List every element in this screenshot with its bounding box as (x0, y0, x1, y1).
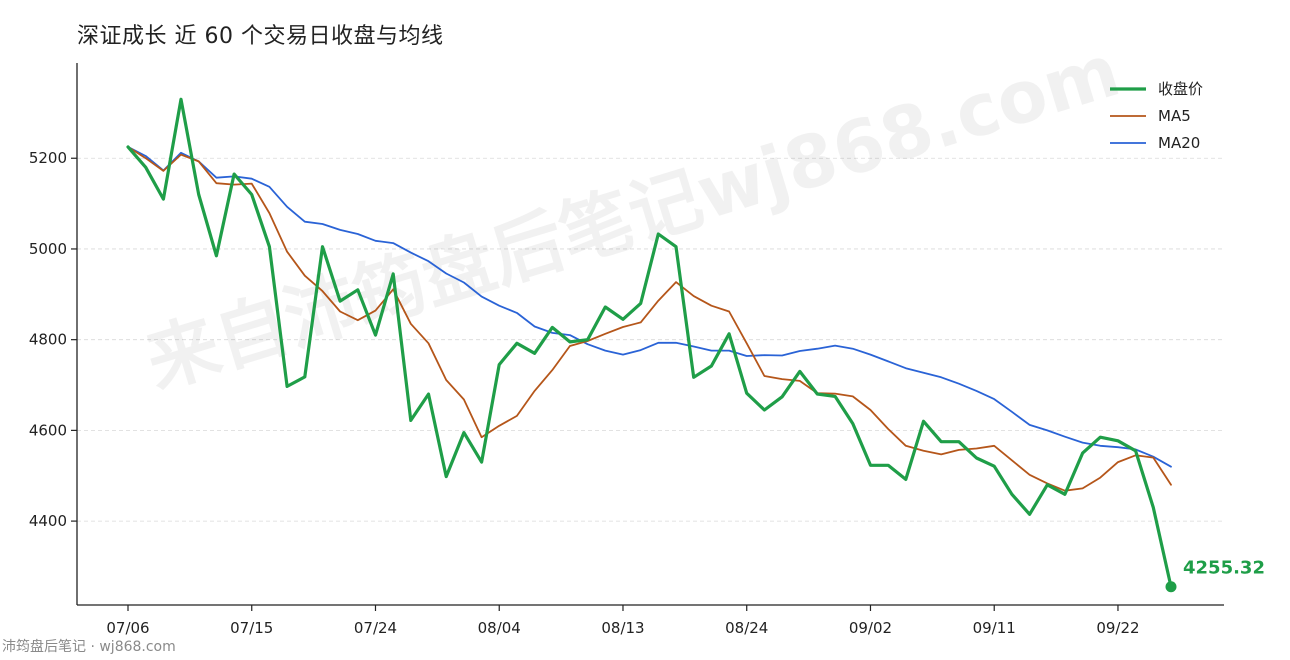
y-tick-label: 5200 (29, 149, 67, 167)
x-tick-label: 08/24 (725, 619, 768, 637)
series-lines (126, 97, 1173, 589)
x-tick-label: 07/06 (106, 619, 149, 637)
x-tick-label: 07/15 (230, 619, 273, 637)
legend-label: MA20 (1158, 134, 1200, 152)
legend-label: MA5 (1158, 107, 1191, 125)
series-line-ma5 (127, 145, 1172, 492)
x-tick-label: 09/11 (973, 619, 1016, 637)
chart-title: 深证成长 近 60 个交易日收盘与均线 (77, 24, 444, 49)
x-tick-label: 08/04 (478, 619, 521, 637)
footer-credit: 沛筠盘后笔记 · wj868.com (2, 639, 176, 655)
x-tick-label: 08/13 (601, 619, 644, 637)
legend-label: 收盘价 (1158, 80, 1203, 98)
legend: 收盘价 MA5 MA20 (1110, 80, 1203, 152)
y-ticks: 4400 4600 4800 5000 5200 (29, 149, 77, 530)
last-point-dot (1165, 581, 1177, 593)
y-tick-label: 4600 (29, 421, 67, 439)
watermark-text: 来自沛筠盘后笔记wj868.com (137, 28, 1129, 404)
series-line-close (126, 97, 1173, 589)
y-tick-label: 4800 (29, 331, 67, 349)
y-tick-label: 4400 (29, 512, 67, 530)
last-point-marker: 4255.32 (1165, 558, 1265, 593)
x-tick-label: 09/02 (849, 619, 892, 637)
y-tick-label: 5000 (29, 240, 67, 258)
series-line-ma20 (127, 145, 1172, 468)
last-value-label: 4255.32 (1183, 558, 1265, 579)
x-ticks: 07/06 07/15 07/24 08/04 08/13 08/24 09/02 09/11… (106, 605, 1140, 637)
watermark-layer: 来自沛筠盘后笔记wj868.com (137, 28, 1129, 404)
axes (76, 63, 1224, 606)
x-tick-label: 09/22 (1096, 619, 1139, 637)
x-tick-label: 07/24 (354, 619, 397, 637)
